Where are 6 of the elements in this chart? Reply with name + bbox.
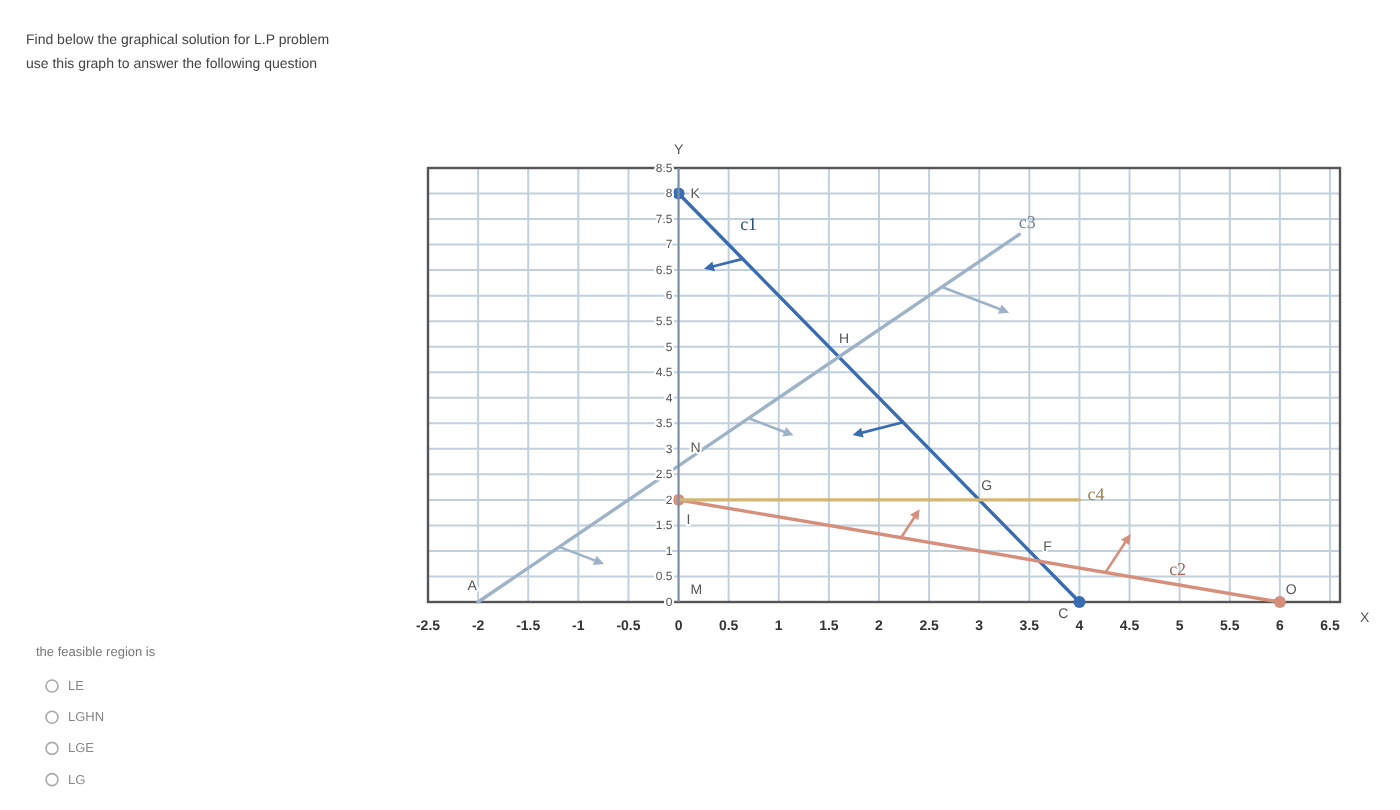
series-label: c1 [740, 214, 758, 235]
point [1073, 596, 1086, 608]
point [1273, 596, 1286, 608]
series-label: c3 [1018, 212, 1037, 233]
series-label: c4 [1087, 484, 1106, 505]
series-label: c2 [1169, 558, 1187, 579]
